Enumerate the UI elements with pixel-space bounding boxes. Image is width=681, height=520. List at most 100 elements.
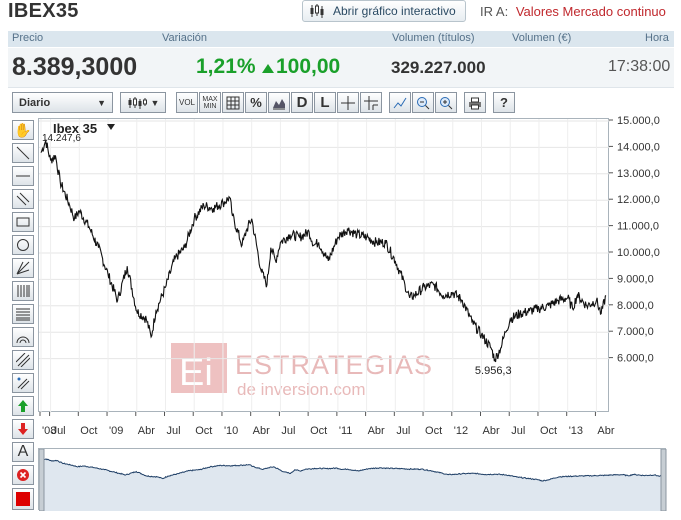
range-navigator[interactable] <box>38 448 667 512</box>
zoom-out-button[interactable] <box>412 92 434 113</box>
candles-icon <box>128 96 147 109</box>
fan-icon <box>16 261 30 275</box>
color-picker-tool[interactable] <box>12 488 34 510</box>
period-select-value: Diario <box>19 96 51 109</box>
delete-icon <box>17 469 29 481</box>
navigator-line <box>40 458 665 482</box>
chart-type-select[interactable]: ▼ <box>120 92 166 113</box>
x-tick-label: Abr <box>138 425 155 437</box>
arc-tool[interactable] <box>12 327 34 347</box>
diagonal-line-tool[interactable] <box>12 143 34 163</box>
line-zoom-button[interactable] <box>389 92 411 113</box>
volume-toggle-button[interactable]: VOL <box>176 92 198 113</box>
grid-toggle-button[interactable] <box>222 92 244 113</box>
l-button[interactable]: L <box>314 92 336 113</box>
crosshair-button[interactable] <box>337 92 359 113</box>
levels-tool[interactable] <box>12 304 34 324</box>
quote-values: 8.389,3000 1,21% 100,00 329.227.000 17:3… <box>8 48 674 88</box>
max-value-label: 14.247,6 <box>42 133 81 144</box>
x-tick-label: Abr <box>253 425 270 437</box>
grid-lines-tool[interactable] <box>12 373 34 393</box>
help-button[interactable]: ? <box>493 92 515 113</box>
goto-nav: IR A: Valores Mercado continuo <box>480 4 666 19</box>
x-tick-label: Oct <box>195 425 212 437</box>
chart-labels: 14.247,6 5.956,3 <box>42 133 512 377</box>
navigator-svg <box>38 448 667 512</box>
rectangle-tool[interactable] <box>12 212 34 232</box>
quote-header: Precio Variación Volumen (títulos) Volum… <box>8 31 674 47</box>
volume-eur-label: Volumen (€) <box>512 32 572 44</box>
y-tick-label: 6.000,0 <box>617 353 654 365</box>
time-label: Hora <box>645 32 669 44</box>
arc-icon <box>16 336 30 344</box>
y-tick-label: 12.000,0 <box>617 194 660 206</box>
channel-tool[interactable] <box>12 350 34 370</box>
legend: Ibex 35 <box>53 121 115 136</box>
navigator-right-handle[interactable] <box>660 448 667 512</box>
crosshair-alt-icon <box>364 95 378 110</box>
fibonacci-icon <box>17 285 30 297</box>
change-label: Variación <box>162 32 208 44</box>
chart-series <box>40 138 607 363</box>
circle-tool[interactable] <box>12 235 34 255</box>
x-tick-label: '08 <box>42 425 56 437</box>
horizontal-line-tool[interactable] <box>12 166 34 186</box>
rectangle-icon <box>16 217 30 227</box>
area-icon <box>273 98 285 109</box>
x-tick-label: Oct <box>80 425 97 437</box>
x-tick-label: Jul <box>281 425 295 437</box>
y-tick-label: 11.000,0 <box>617 221 659 233</box>
line-zoom-icon <box>393 97 407 108</box>
channel-icon <box>16 353 30 367</box>
open-interactive-chart-label: Abrir gráfico interactivo <box>333 4 456 18</box>
time-value: 17:38:00 <box>608 58 671 75</box>
up-arrow-tool[interactable] <box>12 396 34 416</box>
text-tool[interactable]: A <box>12 442 34 462</box>
parallel-lines-tool[interactable] <box>12 189 34 209</box>
y-tick-label: 7.000,0 <box>617 326 654 338</box>
watermark-line2: de inversion.com <box>237 380 366 399</box>
percent-button[interactable]: % <box>245 92 267 113</box>
x-tick-label: Abr <box>368 425 385 437</box>
print-icon <box>469 97 481 109</box>
watermark-line1: ESTRATEGIAS <box>235 350 433 380</box>
x-tick-label: Abr <box>597 425 614 437</box>
open-interactive-chart-button[interactable]: Abrir gráfico interactivo <box>302 0 466 22</box>
circle-icon <box>17 239 29 251</box>
y-tick-label: 15.000,0 <box>617 115 660 127</box>
print-button[interactable] <box>464 92 486 113</box>
x-tick-label: '12 <box>454 425 468 437</box>
levels-icon <box>16 308 30 321</box>
parallel-lines-icon <box>16 192 30 206</box>
navigator-area <box>41 459 665 511</box>
change-abs-value: 100,00 <box>276 55 341 78</box>
legend-chevron-down-icon[interactable] <box>107 124 115 130</box>
x-tick-label: Jul <box>166 425 180 437</box>
zoom-in-button[interactable] <box>435 92 457 113</box>
y-tick-label: 14.000,0 <box>617 141 660 153</box>
down-arrow-tool[interactable] <box>12 419 34 439</box>
delete-tool[interactable] <box>12 465 34 485</box>
area-chart-button[interactable] <box>268 92 290 113</box>
text-icon: A <box>17 443 29 460</box>
volume-shares-label: Volumen (títulos) <box>392 32 475 44</box>
fibonacci-tool[interactable] <box>12 281 34 301</box>
crosshair-alt-button[interactable] <box>360 92 382 113</box>
x-tick-label: Jul <box>52 425 66 437</box>
maxmin-toggle-button[interactable]: MAX MIN <box>199 92 221 113</box>
x-tick-label: '09 <box>109 425 123 437</box>
chevron-down-icon: ▼ <box>150 97 160 108</box>
hand-tool[interactable]: ✋ <box>12 120 34 140</box>
d-button[interactable]: D <box>291 92 313 113</box>
min-value-label: 5.956,3 <box>475 365 512 377</box>
goto-link[interactable]: Valores Mercado continuo <box>515 4 666 19</box>
main-chart[interactable]: Ei ESTRATEGIAS de inversion.com 14.247,6… <box>38 118 610 413</box>
period-select[interactable]: Diario ▼ <box>12 92 113 113</box>
y-tick-label: 13.000,0 <box>617 168 660 180</box>
hand-icon: ✋ <box>14 121 32 138</box>
diagonal-line-icon <box>16 146 30 160</box>
fan-tool[interactable] <box>12 258 34 278</box>
volume-shares-value: 329.227.000 <box>391 58 486 77</box>
green-up-arrow-icon <box>18 400 28 412</box>
navigator-left-handle[interactable] <box>38 448 45 512</box>
